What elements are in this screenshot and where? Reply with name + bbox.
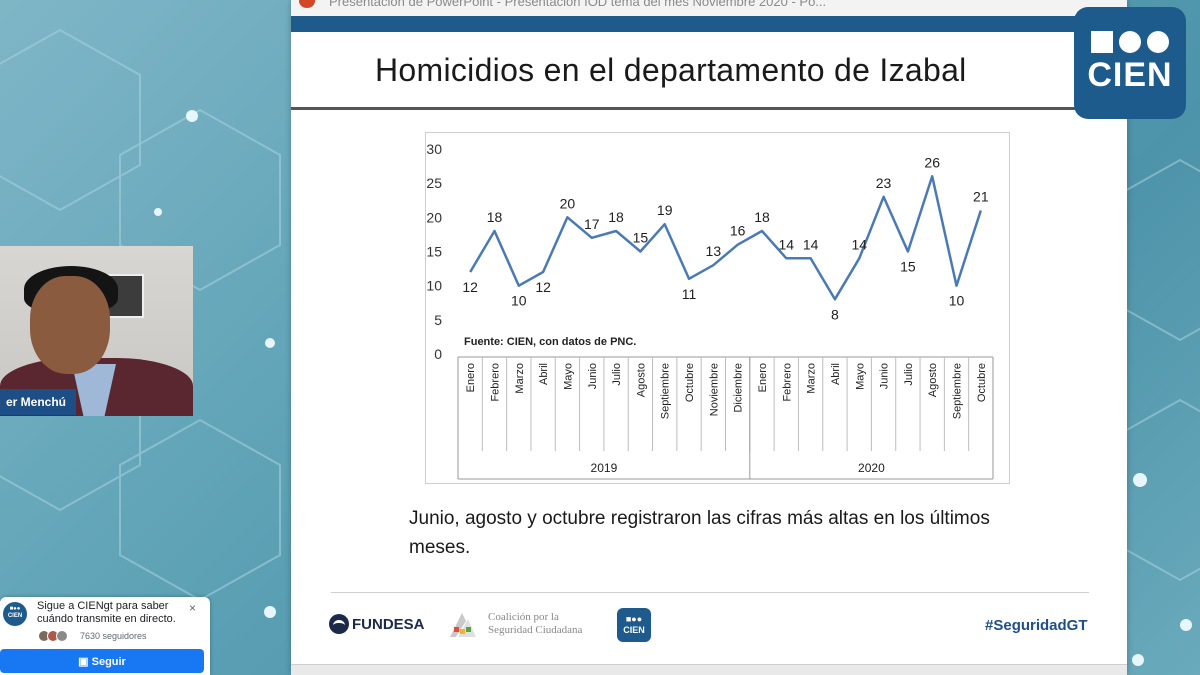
x-tick-label: Julio <box>611 363 623 386</box>
cien-avatar[interactable]: ■●● CIEN <box>3 602 27 626</box>
follow-button[interactable]: ▣ Seguir <box>0 649 204 673</box>
data-label: 11 <box>682 286 697 302</box>
follow-button-label: Seguir <box>91 655 126 668</box>
data-label: 23 <box>876 175 892 191</box>
cien-logo-text: CIEN <box>1087 56 1173 94</box>
y-tick-label: 0 <box>434 346 442 362</box>
y-tick-label: 20 <box>426 209 442 225</box>
data-label: 12 <box>462 279 478 295</box>
data-label: 15 <box>633 230 649 246</box>
x-tick-label: Octubre <box>684 363 696 402</box>
close-icon[interactable]: × <box>189 601 197 615</box>
data-label: 18 <box>487 209 503 225</box>
y-tick-label: 30 <box>426 141 442 157</box>
data-label: 17 <box>584 216 600 232</box>
x-tick-label: Mayo <box>562 363 574 390</box>
fundesa-text: FUNDESA <box>352 615 425 633</box>
follower-count: 7630 seguidores <box>80 631 147 641</box>
x-tick-label: Abril <box>830 363 842 385</box>
coalicion-text: Coalición por la Seguridad Ciudadana <box>488 611 582 637</box>
data-label: 14 <box>851 236 867 252</box>
x-tick-label: Agosto <box>927 363 939 397</box>
avatar-dots: ■●● <box>9 606 21 612</box>
x-tick-label: Junio <box>879 363 891 389</box>
speaker-name-tag: er Menchú <box>0 389 77 415</box>
x-tick-label: Abril <box>538 363 550 385</box>
data-label: 19 <box>657 202 673 218</box>
data-label: 18 <box>754 209 770 225</box>
cien-footer-logo: ■●● CIEN <box>617 608 651 642</box>
x-tick-label: Marzo <box>514 363 526 394</box>
window-titlebar: Presentación de PowerPoint - Presentació… <box>291 0 1127 16</box>
cien-footer-dots: ■●● <box>625 614 643 624</box>
group-label: 2020 <box>858 461 885 475</box>
x-tick-label: Agosto <box>635 363 647 397</box>
series-line <box>469 175 982 301</box>
chart-source: Fuente: CIEN, con datos de PNC. <box>464 336 636 348</box>
x-tick-label: Noviembre <box>708 363 720 416</box>
cien-footer-text: CIEN <box>623 625 645 635</box>
follow-message: Sigue a CIENgt para saber cuándo transmi… <box>37 600 176 625</box>
slide-header-bar <box>291 16 1127 32</box>
x-tick-label: Junio <box>587 363 599 389</box>
x-tick-label: Marzo <box>806 363 818 394</box>
y-tick-label: 25 <box>426 175 442 191</box>
coalicion-line-1: Coalición por la <box>488 611 559 623</box>
data-label: 18 <box>608 209 624 225</box>
cien-circle-shape-2 <box>1147 31 1169 53</box>
x-tick-label: Febrero <box>489 363 501 402</box>
slide-bullet-text: Junio, agosto y octubre registraron las … <box>409 508 990 558</box>
presentation-window: Presentación de PowerPoint - Presentació… <box>291 0 1127 675</box>
speaker-face <box>30 276 110 374</box>
data-label: 20 <box>560 195 576 211</box>
window-title: Presentación de PowerPoint - Presentació… <box>329 0 827 9</box>
coalicion-mark-icon <box>450 613 476 637</box>
y-tick-label: 5 <box>434 312 442 328</box>
data-label: 8 <box>831 306 839 322</box>
follow-icon: ▣ <box>78 655 92 668</box>
fundesa-mark-icon <box>329 614 349 634</box>
x-tick-label: Diciembre <box>733 363 745 413</box>
homicides-line-chart: 0 5 10 15 20 25 30 12 18 10 12 20 17 18 15 19 11 13 16 18 14… <box>426 141 994 480</box>
follower-avatar <box>56 630 68 642</box>
x-tick-label: Febrero <box>781 363 793 402</box>
x-tick-label: Septiembre <box>660 363 672 419</box>
data-label: 26 <box>924 154 940 170</box>
cien-logo-shapes <box>1074 31 1186 53</box>
chart-frame: 0 5 10 15 20 25 30 12 18 10 12 20 17 18 15 19 11 13 16 18 14… <box>425 132 1010 484</box>
window-status-strip <box>291 664 1127 675</box>
follower-avatars <box>38 630 78 642</box>
data-label: 15 <box>900 259 916 275</box>
avatar-text: CIEN <box>7 613 23 619</box>
x-tick-label: Enero <box>757 363 769 392</box>
powerpoint-icon <box>299 0 315 8</box>
data-label: 14 <box>779 236 795 252</box>
x-tick-label: Mayo <box>854 363 866 390</box>
data-label: 13 <box>706 243 722 259</box>
x-tick-label: Octubre <box>976 363 988 402</box>
coalicion-line-2: Seguridad Ciudadana <box>488 624 583 636</box>
data-label: 14 <box>803 236 819 252</box>
group-label: 2019 <box>591 461 618 475</box>
data-label: 10 <box>949 293 965 309</box>
cien-circle-shape <box>1119 31 1141 53</box>
y-tick-label: 15 <box>426 244 442 260</box>
fundesa-logo: FUNDESA <box>329 614 425 634</box>
x-tick-label: Enero <box>465 363 477 392</box>
data-label: 16 <box>730 223 746 239</box>
cien-channel-logo: CIEN <box>1074 7 1186 119</box>
hashtag: #SeguridadGT <box>985 617 1088 634</box>
data-label: 12 <box>535 279 551 295</box>
coalicion-logo: Coalición por la Seguridad Ciudadana <box>446 607 582 641</box>
slide-title: Homicidios en el departamento de Izabal <box>375 52 967 88</box>
cien-square-shape <box>1091 31 1113 53</box>
title-divider <box>291 107 1127 110</box>
y-tick-label: 10 <box>426 278 442 294</box>
data-label: 10 <box>511 293 527 309</box>
follow-prompt-card: ■●● CIEN Sigue a CIENgt para saber cuánd… <box>0 597 210 675</box>
x-tick-label: Julio <box>903 363 915 386</box>
data-label: 21 <box>973 189 989 205</box>
x-tick-label: Septiembre <box>952 363 964 419</box>
footer-divider <box>331 592 1089 593</box>
